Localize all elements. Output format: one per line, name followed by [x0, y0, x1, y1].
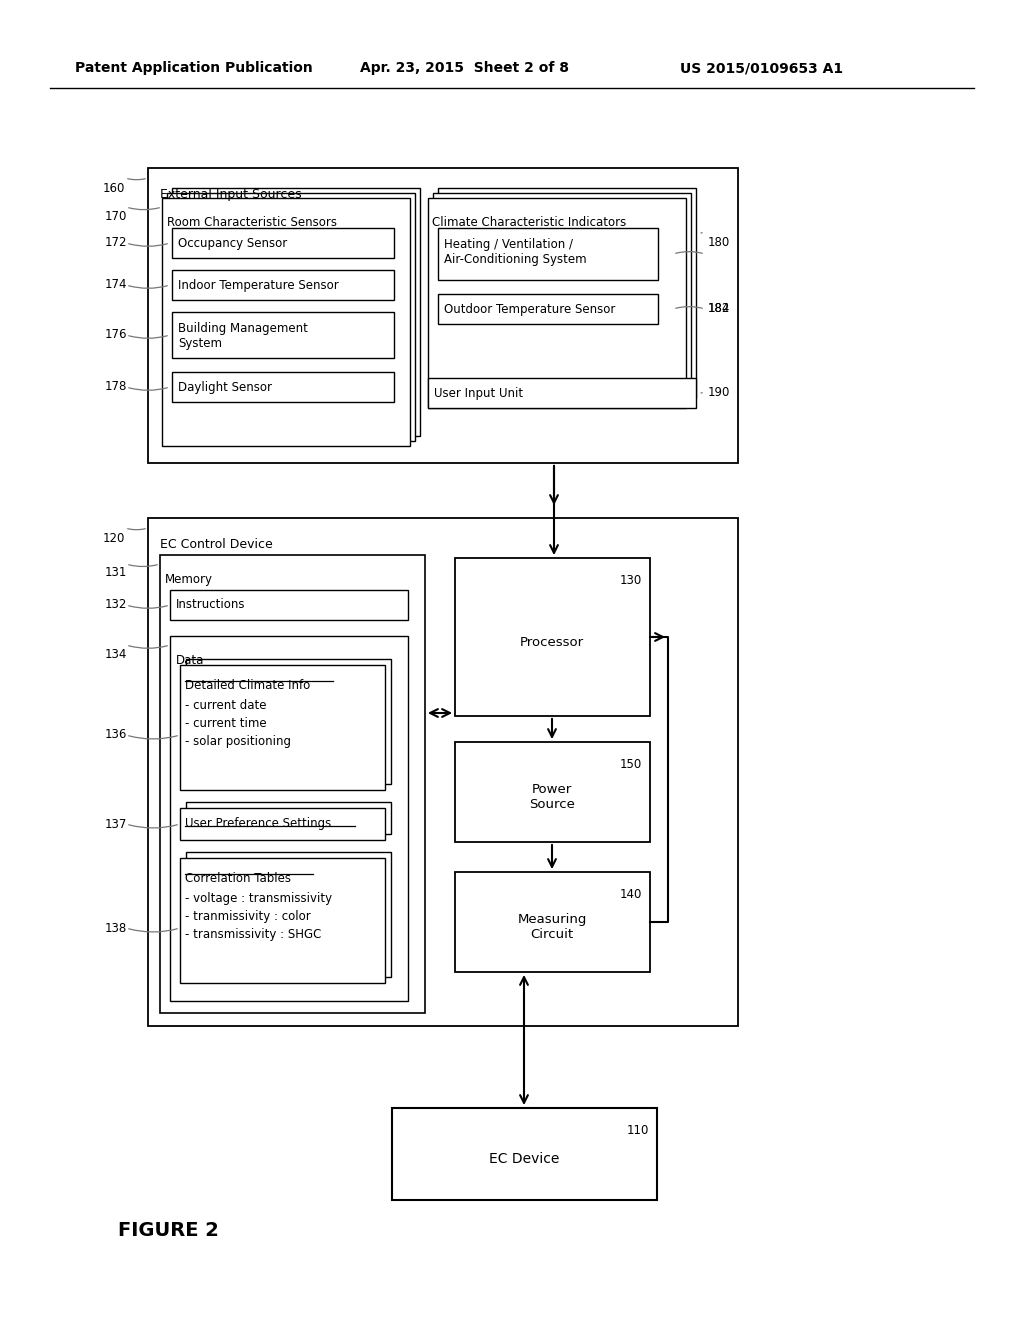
Bar: [170, 590, 408, 620]
Bar: [180, 858, 385, 983]
Text: - voltage : transmissivity: - voltage : transmissivity: [185, 892, 332, 906]
Text: EC Control Device: EC Control Device: [160, 539, 272, 550]
Text: 170: 170: [105, 210, 127, 223]
Text: User Input Unit: User Input Unit: [434, 387, 523, 400]
Bar: [148, 517, 738, 1026]
Text: 110: 110: [627, 1125, 649, 1137]
Bar: [186, 659, 391, 784]
Text: Measuring
Circuit: Measuring Circuit: [517, 913, 587, 941]
Text: 176: 176: [105, 329, 128, 342]
Bar: [148, 168, 738, 463]
Bar: [392, 1107, 657, 1200]
Text: 132: 132: [105, 598, 127, 611]
Text: - transmissivity : SHGC: - transmissivity : SHGC: [185, 928, 322, 941]
Bar: [167, 193, 415, 441]
Text: 182: 182: [708, 301, 730, 314]
Bar: [172, 228, 394, 257]
Text: 190: 190: [708, 387, 730, 400]
Text: Heating / Ventilation /
Air-Conditioning System: Heating / Ventilation / Air-Conditioning…: [444, 238, 587, 267]
Text: Room Characteristic Sensors: Room Characteristic Sensors: [167, 216, 337, 228]
Text: - current date: - current date: [185, 700, 266, 711]
Text: 180: 180: [708, 236, 730, 249]
Text: 140: 140: [620, 888, 642, 902]
Text: Apr. 23, 2015  Sheet 2 of 8: Apr. 23, 2015 Sheet 2 of 8: [360, 61, 569, 75]
Bar: [455, 742, 650, 842]
Bar: [428, 378, 696, 408]
Text: 137: 137: [105, 817, 127, 830]
Text: 138: 138: [105, 921, 127, 935]
Text: Indoor Temperature Sensor: Indoor Temperature Sensor: [178, 279, 339, 292]
Bar: [186, 803, 391, 834]
Text: - solar positioning: - solar positioning: [185, 735, 291, 748]
Text: US 2015/0109653 A1: US 2015/0109653 A1: [680, 61, 843, 75]
Bar: [172, 372, 394, 403]
Bar: [160, 554, 425, 1012]
Text: User Preference Settings: User Preference Settings: [185, 817, 331, 830]
Text: 174: 174: [105, 279, 128, 292]
Bar: [172, 187, 420, 436]
Text: Patent Application Publication: Patent Application Publication: [75, 61, 312, 75]
Bar: [438, 187, 696, 399]
Text: 134: 134: [105, 648, 127, 660]
Bar: [162, 198, 410, 446]
Text: 136: 136: [105, 729, 127, 742]
Text: Climate Characteristic Indicators: Climate Characteristic Indicators: [432, 216, 627, 228]
Bar: [170, 636, 408, 1001]
Bar: [433, 193, 691, 403]
Text: 178: 178: [105, 380, 127, 393]
Text: Data: Data: [176, 653, 205, 667]
Bar: [186, 851, 391, 977]
Bar: [438, 228, 658, 280]
Text: - tranmissivity : color: - tranmissivity : color: [185, 909, 310, 923]
Text: Power
Source: Power Source: [529, 783, 574, 810]
Text: Outdoor Temperature Sensor: Outdoor Temperature Sensor: [444, 302, 615, 315]
Text: 150: 150: [620, 758, 642, 771]
Text: External Input Sources: External Input Sources: [160, 187, 302, 201]
Text: 120: 120: [103, 532, 125, 544]
Text: Building Management
System: Building Management System: [178, 322, 308, 350]
Bar: [180, 665, 385, 789]
Text: - current time: - current time: [185, 717, 266, 730]
Bar: [428, 198, 686, 408]
Text: 131: 131: [105, 566, 127, 579]
Bar: [455, 873, 650, 972]
Bar: [438, 294, 658, 323]
Text: Instructions: Instructions: [176, 598, 246, 611]
Bar: [180, 808, 385, 840]
Text: Detailed Climate Info: Detailed Climate Info: [185, 678, 310, 692]
Text: 130: 130: [620, 574, 642, 587]
Text: Occupancy Sensor: Occupancy Sensor: [178, 236, 288, 249]
Bar: [172, 271, 394, 300]
Text: EC Device: EC Device: [488, 1152, 559, 1166]
Bar: [172, 312, 394, 358]
Bar: [455, 558, 650, 715]
Text: Memory: Memory: [165, 573, 213, 586]
Text: 184: 184: [708, 302, 730, 315]
Text: FIGURE 2: FIGURE 2: [118, 1221, 219, 1239]
Text: Correlation Tables: Correlation Tables: [185, 873, 291, 884]
Text: Daylight Sensor: Daylight Sensor: [178, 380, 272, 393]
Text: Processor: Processor: [520, 635, 584, 648]
Text: 160: 160: [103, 181, 125, 194]
Text: 172: 172: [105, 236, 128, 249]
